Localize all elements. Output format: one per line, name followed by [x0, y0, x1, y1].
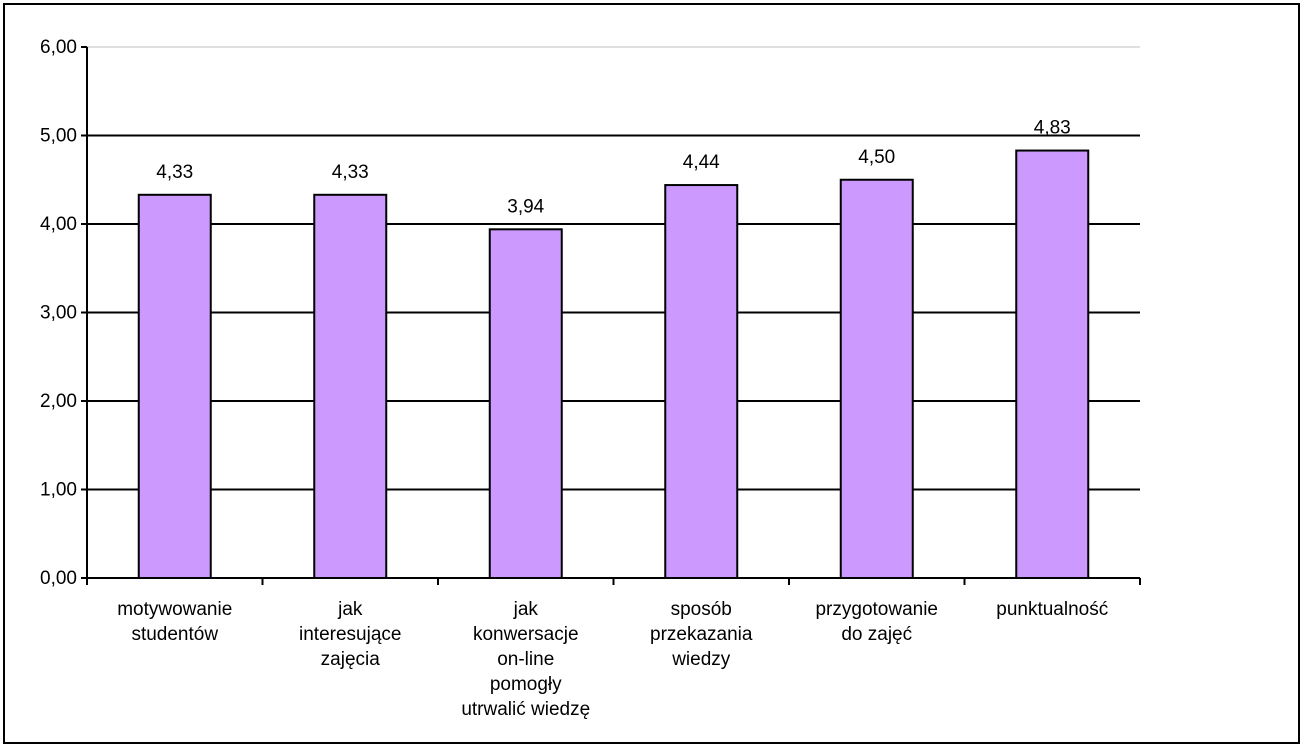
chart-frame: 0,00 1,00 2,00 3,00 4,00 5,00 6,00 motywowanie…: [3, 3, 1300, 744]
category-label-line: konwersacje: [473, 624, 579, 645]
data-label: 4,44: [683, 152, 720, 173]
category-label-line: przekazania: [650, 624, 753, 645]
bar-chart: 0,00 1,00 2,00 3,00 4,00 5,00 6,00 motywowanie…: [40, 37, 1141, 720]
bar: [839, 178, 914, 579]
category-label-line: motywowanie: [117, 599, 232, 620]
data-label: 4,83: [1034, 118, 1071, 139]
grid-lines: [87, 46, 1140, 491]
category-label-line: on-line: [497, 649, 554, 670]
bar: [664, 184, 739, 579]
category-label-line: jak: [337, 599, 363, 620]
bar: [488, 228, 563, 579]
category-label: sposób przekazania wiedzy: [650, 599, 753, 670]
x-category-labels: motywowanie studentów jak interesujące zajęc…: [117, 599, 1108, 720]
category-label-line: jak: [513, 599, 539, 620]
y-tick-label: 4,00: [40, 214, 77, 235]
y-tick-label: 0,00: [40, 568, 77, 589]
y-tick-label: 2,00: [40, 391, 77, 412]
y-tick-labels: 0,00 1,00 2,00 3,00 4,00 5,00 6,00: [40, 37, 77, 589]
category-label: jak konwersacje on-line pomogły utrwalić wie…: [461, 599, 590, 720]
category-label-line: utrwalić wiedzę: [461, 699, 590, 720]
category-label-line: sposób: [671, 599, 732, 620]
category-label-line: przygotowanie: [815, 599, 938, 620]
bar: [1015, 149, 1090, 579]
y-tick-label: 1,00: [40, 480, 77, 501]
y-tick-label: 5,00: [40, 126, 77, 147]
y-tick-label: 3,00: [40, 303, 77, 324]
category-label-line: do zajęć: [841, 624, 912, 645]
category-label-line: pomogły: [490, 674, 562, 695]
category-label: jak interesujące zajęcia: [299, 599, 401, 670]
category-label-line: zajęcia: [321, 649, 381, 670]
axes: [81, 46, 1141, 585]
category-label: motywowanie studentów: [117, 599, 232, 645]
category-label-line: wiedzy: [671, 649, 731, 670]
data-label: 3,94: [507, 196, 544, 217]
y-tick-label: 6,00: [40, 37, 77, 58]
bar: [137, 193, 212, 579]
data-labels: 4,33 4,33 3,94 4,44 4,50 4,83: [156, 118, 1070, 218]
data-label: 4,50: [858, 147, 895, 168]
bar: [313, 193, 388, 579]
category-label-line: punktualność: [996, 599, 1108, 620]
data-label: 4,33: [332, 162, 369, 183]
category-label-line: interesujące: [299, 624, 401, 645]
data-label: 4,33: [156, 162, 193, 183]
category-label-line: studentów: [131, 624, 218, 645]
bars: [137, 149, 1090, 579]
category-label: punktualność: [996, 599, 1108, 620]
category-label: przygotowanie do zajęć: [815, 599, 938, 645]
